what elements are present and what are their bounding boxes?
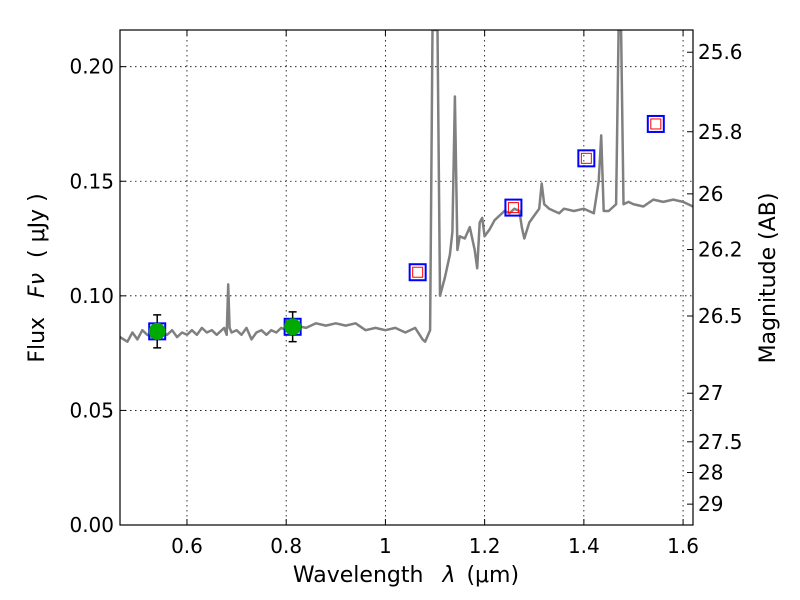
y-axis-unit: ( μJy ) xyxy=(25,193,50,258)
x-axis-title: Wavelength λ (μm) xyxy=(293,563,519,588)
model-point-inner xyxy=(507,202,519,214)
y-tick-label: 0.05 xyxy=(69,398,114,422)
y2-tick-label: 27 xyxy=(698,381,723,405)
y2-tick-label: 26.5 xyxy=(698,304,743,328)
spectrum-line xyxy=(120,30,693,343)
x-tick-label: 0.6 xyxy=(171,534,203,558)
plot-area xyxy=(120,30,693,349)
y2-axis-title: Magnitude (AB) xyxy=(756,193,781,364)
y2-tick-label: 28 xyxy=(698,461,723,485)
y2-tick-label: 25.6 xyxy=(698,40,743,64)
x-axis-symbol: λ xyxy=(441,563,455,588)
y-tick-label: 0.10 xyxy=(69,284,114,308)
y-axis-title: Flux Fν ( μJy ) xyxy=(25,193,50,362)
x-tick-label: 1 xyxy=(379,534,392,558)
observed-point xyxy=(148,322,166,340)
model-point-inner xyxy=(580,152,592,164)
y2-tick-label: 27.5 xyxy=(698,430,743,454)
y-tick-label: 0.00 xyxy=(69,513,114,537)
y2-tick-label: 26.2 xyxy=(698,238,743,262)
model-point-inner xyxy=(650,118,662,130)
x-tick-label: 0.8 xyxy=(270,534,302,558)
y2-tick-label: 25.8 xyxy=(698,120,743,144)
x-tick-label: 1.4 xyxy=(568,534,600,558)
axis-ticks: 0.6 0.8 1 1.2 1.4 1.6 0.00 0.05 0.10 0.15 0.20 25.6… xyxy=(69,30,743,558)
model-point-outer xyxy=(504,198,523,217)
y-tick-label: 0.20 xyxy=(69,55,114,79)
y2-tick-label: 26 xyxy=(698,182,723,206)
y-tick-label: 0.15 xyxy=(69,169,114,193)
x-axis-label: Wavelength xyxy=(293,563,424,588)
model-point-inner xyxy=(412,266,424,278)
model-point-outer xyxy=(577,149,596,168)
plot-frame xyxy=(119,29,694,526)
x-axis-unit: (μm) xyxy=(466,563,519,588)
y2-tick-label: 29 xyxy=(698,492,723,516)
plot-content xyxy=(120,30,693,349)
observed-point xyxy=(284,318,302,336)
x-tick-label: 1.6 xyxy=(667,534,699,558)
y-axis-symbol: Fν xyxy=(25,273,50,298)
x-tick-label: 1.2 xyxy=(469,534,501,558)
y-axis-label: Flux xyxy=(25,317,50,363)
model-point-outer xyxy=(646,114,665,133)
model-point-outer xyxy=(408,263,427,282)
